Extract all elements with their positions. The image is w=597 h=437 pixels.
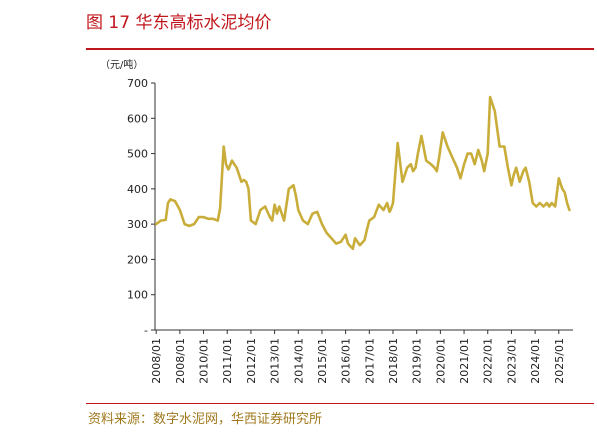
y-tick-label: 300: [127, 218, 148, 231]
y-tick-label: 500: [127, 148, 148, 161]
y-tick-label: 400: [127, 183, 148, 196]
x-tick-label: 2011/01: [221, 338, 234, 384]
figure-source: 资料来源：数字水泥网，华西证券研究所: [88, 412, 323, 427]
y-tick-label: 200: [127, 253, 148, 266]
x-tick-label: 2015/01: [316, 338, 329, 384]
y-axis-unit-label: （元/吨）: [100, 58, 143, 71]
x-axis: 2008/01 2008/01 2010/01 2011/01 2012/01 2013/…: [150, 329, 573, 384]
x-tick-label: 2017/01: [363, 338, 376, 384]
y-tick-label: 600: [127, 112, 148, 125]
x-tick-label: 2023/01: [505, 338, 518, 384]
x-tick-label: 2022/01: [482, 338, 495, 384]
source-rule: [86, 403, 594, 404]
x-tick-label: 2021/01: [458, 338, 471, 384]
y-tick-label: -: [144, 324, 148, 337]
x-tick-label: 2008/01: [174, 338, 187, 384]
y-axis: - 100 200 300 400 500 600 700: [127, 77, 156, 337]
x-tick-label: 2013/01: [269, 338, 282, 384]
x-tick-label: 2010/01: [198, 338, 211, 384]
x-tick-label: 2024/01: [529, 338, 542, 384]
figure-title: 图 17 华东高标水泥均价: [86, 13, 272, 33]
y-tick-label: 700: [127, 77, 148, 90]
x-tick-label: 2020/01: [434, 338, 447, 384]
x-tick-label: 2019/01: [411, 338, 424, 384]
x-tick-label: 2025/01: [553, 338, 566, 384]
series-line-price: [154, 95, 571, 251]
x-tick-label: 2008/01: [150, 338, 163, 384]
x-tick-label: 2018/01: [387, 338, 400, 384]
series-layer: [154, 95, 571, 251]
x-tick-label: 2014/01: [292, 338, 305, 384]
x-tick-label: 2012/01: [245, 338, 258, 384]
x-tick-label: 2016/01: [340, 338, 353, 384]
y-tick-label: 100: [127, 289, 148, 302]
title-rule: [86, 48, 594, 50]
